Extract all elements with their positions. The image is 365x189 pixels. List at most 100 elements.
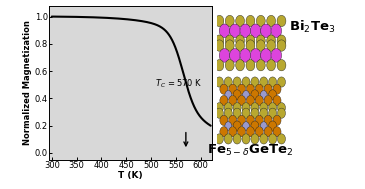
Circle shape <box>269 77 277 87</box>
Circle shape <box>233 77 241 87</box>
Circle shape <box>230 24 240 38</box>
Circle shape <box>225 91 232 99</box>
Circle shape <box>240 49 251 62</box>
Circle shape <box>238 95 246 106</box>
Circle shape <box>233 103 241 113</box>
Circle shape <box>215 60 224 71</box>
Circle shape <box>260 122 267 130</box>
Circle shape <box>238 115 246 125</box>
Circle shape <box>264 84 272 94</box>
Circle shape <box>236 40 245 51</box>
Circle shape <box>269 90 277 100</box>
Circle shape <box>267 60 276 71</box>
Circle shape <box>277 77 285 87</box>
Circle shape <box>225 40 234 51</box>
Circle shape <box>243 91 249 99</box>
Circle shape <box>225 122 232 130</box>
Circle shape <box>246 60 255 71</box>
Circle shape <box>255 84 263 94</box>
Circle shape <box>255 127 263 137</box>
Circle shape <box>233 108 241 118</box>
Circle shape <box>233 134 241 144</box>
Circle shape <box>246 15 255 27</box>
Circle shape <box>238 127 246 137</box>
Circle shape <box>215 15 224 27</box>
Circle shape <box>246 95 254 106</box>
Circle shape <box>215 35 224 46</box>
Circle shape <box>273 95 281 106</box>
Circle shape <box>242 103 250 113</box>
Circle shape <box>251 108 259 118</box>
Circle shape <box>224 134 232 144</box>
Circle shape <box>277 103 285 113</box>
Circle shape <box>251 77 259 87</box>
Circle shape <box>261 24 271 38</box>
Circle shape <box>271 49 282 62</box>
Circle shape <box>273 115 281 125</box>
Circle shape <box>255 115 263 125</box>
Circle shape <box>260 134 268 144</box>
Circle shape <box>233 121 241 131</box>
Circle shape <box>242 77 250 87</box>
Circle shape <box>277 134 285 144</box>
Circle shape <box>246 115 254 125</box>
Circle shape <box>246 84 254 94</box>
Circle shape <box>220 127 228 137</box>
Circle shape <box>277 40 286 51</box>
Circle shape <box>215 40 224 51</box>
Circle shape <box>271 24 282 38</box>
Circle shape <box>273 84 281 94</box>
Circle shape <box>233 90 241 100</box>
Circle shape <box>246 40 255 51</box>
Circle shape <box>277 108 285 118</box>
Circle shape <box>229 115 237 125</box>
Circle shape <box>261 49 271 62</box>
Circle shape <box>267 35 276 46</box>
Circle shape <box>264 95 272 106</box>
Text: Bi$_2$Te$_3$: Bi$_2$Te$_3$ <box>289 19 335 36</box>
Circle shape <box>251 103 259 113</box>
Circle shape <box>236 15 245 27</box>
Circle shape <box>225 35 234 46</box>
Circle shape <box>264 127 272 137</box>
Circle shape <box>225 60 234 71</box>
Circle shape <box>242 134 250 144</box>
Circle shape <box>269 108 277 118</box>
Text: Fe$_{5-\delta}$GeTe$_2$: Fe$_{5-\delta}$GeTe$_2$ <box>207 143 293 158</box>
Circle shape <box>215 134 223 144</box>
Circle shape <box>269 134 277 144</box>
Circle shape <box>246 35 255 46</box>
Circle shape <box>238 84 246 94</box>
Circle shape <box>224 77 232 87</box>
Circle shape <box>215 103 223 113</box>
Circle shape <box>224 103 232 113</box>
Circle shape <box>277 60 286 71</box>
Circle shape <box>277 15 286 27</box>
X-axis label: T (K): T (K) <box>118 171 143 180</box>
Y-axis label: Normalized Magnetization: Normalized Magnetization <box>23 20 32 145</box>
Circle shape <box>260 77 268 87</box>
Circle shape <box>267 15 276 27</box>
Circle shape <box>260 91 267 99</box>
Circle shape <box>260 108 268 118</box>
Circle shape <box>246 127 254 137</box>
Circle shape <box>243 122 249 130</box>
Circle shape <box>256 40 265 51</box>
Circle shape <box>215 77 223 87</box>
Circle shape <box>220 95 228 106</box>
Circle shape <box>255 95 263 106</box>
Circle shape <box>220 84 228 94</box>
Circle shape <box>264 115 272 125</box>
Circle shape <box>220 115 228 125</box>
Circle shape <box>215 108 223 118</box>
Circle shape <box>269 121 277 131</box>
Circle shape <box>277 35 286 46</box>
Circle shape <box>260 103 268 113</box>
Circle shape <box>219 24 230 38</box>
Circle shape <box>256 15 265 27</box>
Circle shape <box>219 49 230 62</box>
Circle shape <box>269 103 277 113</box>
Circle shape <box>251 134 259 144</box>
Circle shape <box>229 127 237 137</box>
Circle shape <box>229 84 237 94</box>
